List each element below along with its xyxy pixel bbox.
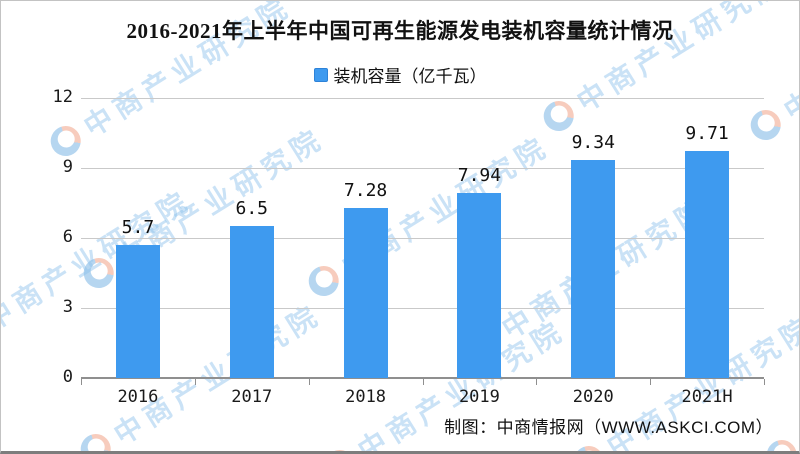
- bar-value-label: 5.7: [121, 217, 155, 238]
- bar-2017: [229, 226, 274, 378]
- x-axis-tick: [422, 379, 424, 385]
- bar-value-label: 9.71: [685, 123, 729, 145]
- footer-credit: 制图：中商情报网（WWW.ASKCI.COM）: [444, 418, 773, 437]
- bar-value-label: 7.94: [457, 164, 502, 186]
- gridline: [81, 238, 764, 239]
- bar-value-label: 9.34: [571, 132, 615, 154]
- bar-value-label: 6.5: [235, 198, 268, 220]
- legend-label: 装机容量（亿千瓦）: [333, 67, 487, 86]
- y-axis-tick-label: 6: [62, 227, 73, 247]
- bar-2019: [457, 192, 502, 378]
- x-axis-category-label: 2021H: [681, 387, 733, 407]
- y-axis-tick-label: 9: [62, 157, 73, 177]
- x-axis-tick: [764, 379, 765, 385]
- x-axis-line: [81, 377, 764, 379]
- bar-2020: [571, 160, 616, 378]
- x-axis-category-label: 2016: [117, 387, 159, 407]
- bar-value-label: 7.28: [343, 180, 388, 202]
- gridline: [81, 168, 764, 169]
- x-axis-tick: [81, 379, 82, 385]
- y-axis-tick-label: 0: [62, 367, 73, 387]
- y-axis-tick-label: 12: [52, 87, 73, 107]
- x-axis-category-label: 2017: [231, 387, 273, 407]
- x-axis-tick: [650, 379, 652, 385]
- gridline: [81, 308, 764, 309]
- x-axis-tick: [308, 379, 310, 385]
- gridline: [81, 98, 764, 99]
- legend: 装机容量（亿千瓦）: [1, 62, 799, 87]
- bar-2021H: [685, 151, 730, 378]
- x-axis-category-label: 2020: [572, 387, 614, 407]
- x-axis-tick: [536, 379, 538, 385]
- legend-marker-square-icon: [313, 67, 328, 82]
- x-axis-category-label: 2018: [345, 387, 387, 407]
- bar-2018: [343, 208, 388, 378]
- y-axis-tick-label: 3: [62, 297, 73, 317]
- x-axis-tick: [194, 379, 196, 385]
- x-axis-category-label: 2019: [458, 387, 500, 407]
- chart-title: 2016-2021年上半年中国可再生能源发电装机容量统计情况: [126, 19, 674, 43]
- bar-2016: [115, 245, 160, 378]
